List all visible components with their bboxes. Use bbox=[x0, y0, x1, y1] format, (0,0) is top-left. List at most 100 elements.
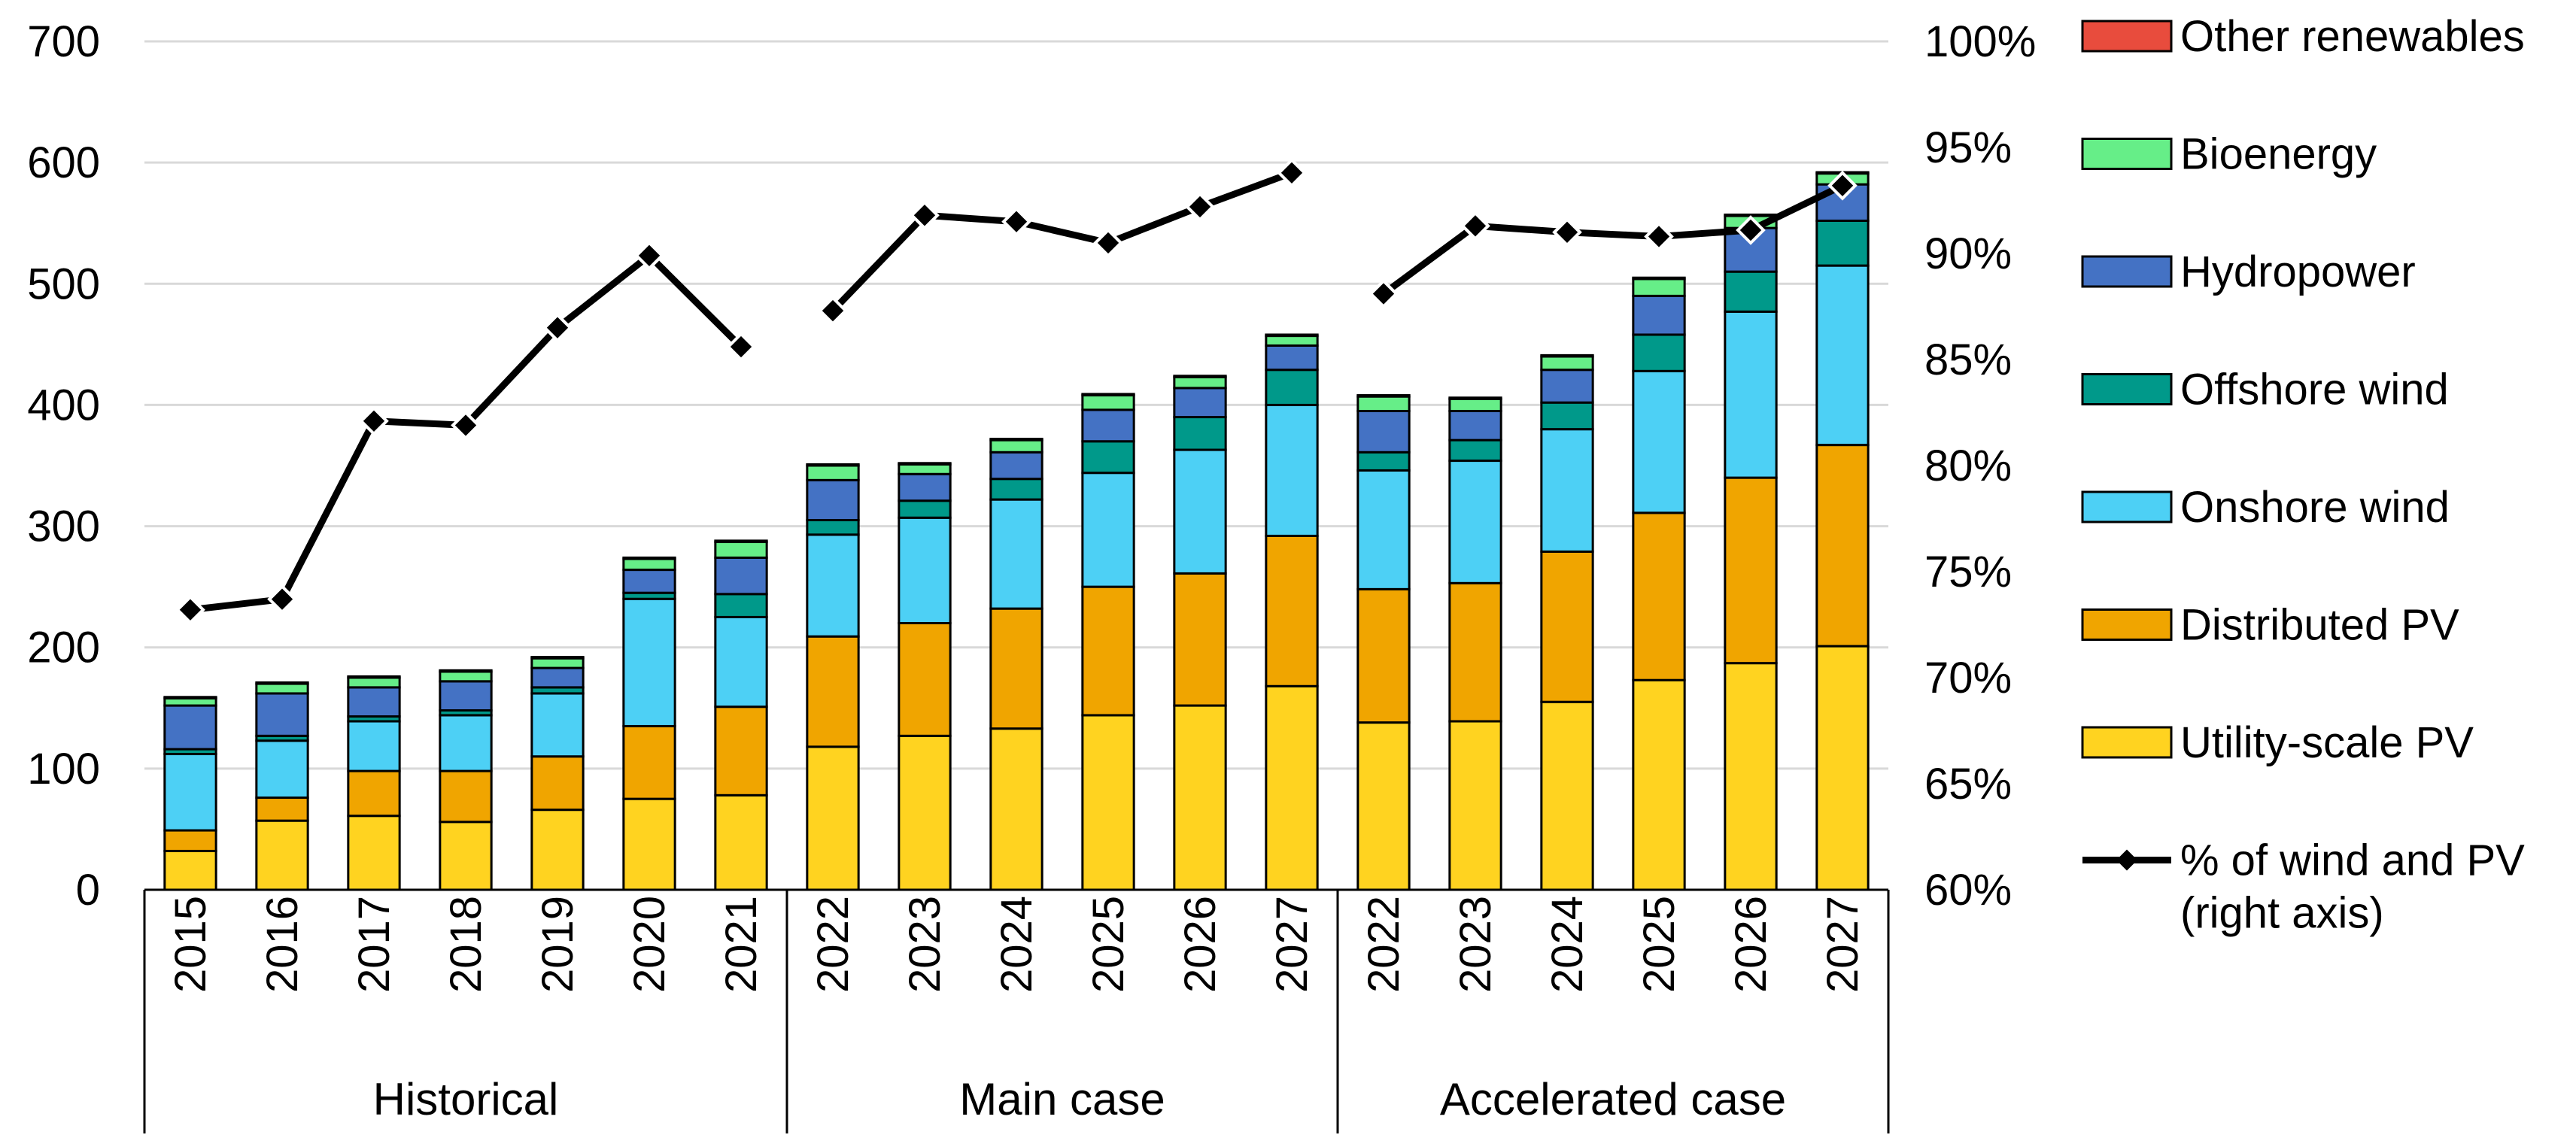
bar-segment-onshore-wind bbox=[163, 753, 217, 832]
line-marker bbox=[1460, 211, 1490, 241]
bar-segment-distributed-pv bbox=[1632, 511, 1686, 681]
bar-segment-other-renewables bbox=[347, 675, 401, 679]
bar-segment-other-renewables bbox=[1632, 276, 1686, 281]
bar-segment-utility-scale-pv bbox=[1632, 678, 1686, 891]
line-segment bbox=[1381, 182, 1844, 297]
right-axis: 60% 65% 70% 75% 80% 85% 90% 95% 100% bbox=[1924, 17, 2036, 915]
bar-segment-offshore-wind bbox=[898, 499, 952, 519]
legend: Other renewables Bioenergy Hydropower Offsh… bbox=[2081, 12, 2525, 938]
bar-segment-bioenergy bbox=[806, 464, 860, 481]
group-label: Historical bbox=[373, 1074, 559, 1124]
bar-segment-onshore-wind bbox=[1173, 448, 1227, 575]
bar-segment-utility-scale-pv bbox=[1540, 700, 1594, 891]
category-axis: 2015 2016 2017 2018 2019 2020 2021 2022 2023 2024… bbox=[143, 888, 1890, 1133]
category-label: 2020 bbox=[625, 896, 674, 993]
category-label: 2026 bbox=[1176, 896, 1225, 993]
bar-segment-distributed-pv bbox=[898, 621, 952, 737]
bar-segment-onshore-wind bbox=[1815, 264, 1870, 447]
legend-swatch bbox=[2081, 608, 2173, 641]
bar-segment-distributed-pv bbox=[1540, 550, 1594, 703]
bar-segment-hydropower bbox=[1173, 387, 1227, 419]
bar-segment-onshore-wind bbox=[714, 615, 768, 709]
bar-segment-utility-scale-pv bbox=[1815, 645, 1870, 891]
line-marker bbox=[451, 410, 481, 441]
left-tick-label: 600 bbox=[27, 138, 100, 187]
legend-label: % of wind and PV bbox=[2180, 836, 2525, 885]
bar-segment-bioenergy bbox=[439, 670, 493, 683]
group-label: Main case bbox=[959, 1074, 1165, 1124]
bar-segment-utility-scale-pv bbox=[530, 809, 585, 891]
bar-segment-utility-scale-pv bbox=[1356, 721, 1411, 891]
line-marker bbox=[1001, 206, 1031, 237]
bar-segment-hydropower bbox=[530, 666, 585, 689]
category-label: 2024 bbox=[1543, 896, 1592, 993]
legend-swatch bbox=[2081, 20, 2173, 53]
bar-segment-other-renewables bbox=[806, 463, 860, 467]
line-marker bbox=[1736, 215, 1766, 245]
bar-segment-offshore-wind bbox=[989, 478, 1043, 501]
bar-segment-bioenergy bbox=[898, 463, 952, 475]
right-tick-label: 60% bbox=[1924, 866, 2012, 915]
bar-segment-bioenergy bbox=[255, 682, 309, 695]
left-tick-label: 400 bbox=[27, 381, 100, 429]
left-tick-label: 700 bbox=[27, 17, 100, 66]
bar-segment-offshore-wind bbox=[1815, 219, 1870, 267]
bar-segment-hydropower bbox=[1632, 294, 1686, 336]
bar-segment-utility-scale-pv bbox=[622, 797, 676, 891]
bar-segment-other-renewables bbox=[1540, 354, 1594, 358]
bar-segment-onshore-wind bbox=[1356, 469, 1411, 590]
line-marker bbox=[726, 332, 756, 362]
bar-segment-other-renewables bbox=[1173, 375, 1227, 378]
bar-segment-onshore-wind bbox=[1081, 472, 1135, 588]
bar-segment-utility-scale-pv bbox=[255, 819, 309, 891]
left-tick-label: 200 bbox=[27, 624, 100, 672]
legend-label: Offshore wind bbox=[2180, 366, 2449, 414]
category-label: 2016 bbox=[258, 896, 307, 993]
bar-segment-hydropower bbox=[163, 704, 217, 751]
category-label: 2023 bbox=[901, 896, 949, 993]
bar-segment-distributed-pv bbox=[1815, 444, 1870, 648]
category-label: 2017 bbox=[350, 896, 399, 993]
right-tick-label: 80% bbox=[1924, 442, 2012, 490]
line-segment bbox=[830, 169, 1293, 314]
right-tick-label: 70% bbox=[1924, 654, 2012, 702]
bar-segment-bioenergy bbox=[1265, 335, 1319, 347]
category-label: 2022 bbox=[809, 896, 858, 993]
bar-segment-other-renewables bbox=[714, 539, 768, 544]
line-marker bbox=[175, 594, 205, 625]
category-label: 2018 bbox=[442, 896, 491, 993]
bar-segment-onshore-wind bbox=[255, 739, 309, 800]
bar-segment-utility-scale-pv bbox=[989, 727, 1043, 891]
bar-segment-distributed-pv bbox=[1356, 587, 1411, 724]
legend-label: Hydropower bbox=[2180, 247, 2416, 296]
bar-segment-other-renewables bbox=[439, 669, 493, 673]
bar-segment-hydropower bbox=[989, 451, 1043, 481]
bar-segment-utility-scale-pv bbox=[1448, 720, 1502, 891]
wind-pv-share-line bbox=[175, 158, 1858, 625]
bar-segment-bioenergy bbox=[1173, 375, 1227, 390]
bar-segment-utility-scale-pv bbox=[163, 849, 217, 891]
bar-segment-onshore-wind bbox=[1724, 310, 1778, 479]
category-label: 2024 bbox=[992, 896, 1041, 993]
bar-segment-offshore-wind bbox=[1540, 401, 1594, 431]
bar-segment-utility-scale-pv bbox=[347, 815, 401, 891]
legend-line-marker bbox=[2116, 849, 2137, 871]
category-label: 2026 bbox=[1727, 896, 1776, 993]
bar-segment-distributed-pv bbox=[1173, 572, 1227, 707]
left-axis: 0 100 200 300 400 500 600 700 bbox=[27, 17, 100, 915]
legend-label: Distributed PV bbox=[2180, 601, 2459, 650]
bar-segment-bioenergy bbox=[622, 557, 676, 572]
bar-segment-onshore-wind bbox=[1632, 369, 1686, 514]
category-label: 2019 bbox=[533, 896, 582, 993]
bar-segment-bioenergy bbox=[1632, 278, 1686, 297]
legend-swatch bbox=[2081, 490, 2173, 523]
line-marker bbox=[1277, 158, 1307, 188]
line-marker bbox=[1827, 170, 1858, 201]
bar-segment-utility-scale-pv bbox=[806, 745, 860, 891]
left-tick-label: 300 bbox=[27, 502, 100, 551]
legend-label: Utility-scale PV bbox=[2180, 718, 2474, 767]
bar-segment-hydropower bbox=[714, 556, 768, 596]
group-label: Accelerated case bbox=[1440, 1074, 1786, 1124]
bar-segment-offshore-wind bbox=[806, 519, 860, 536]
